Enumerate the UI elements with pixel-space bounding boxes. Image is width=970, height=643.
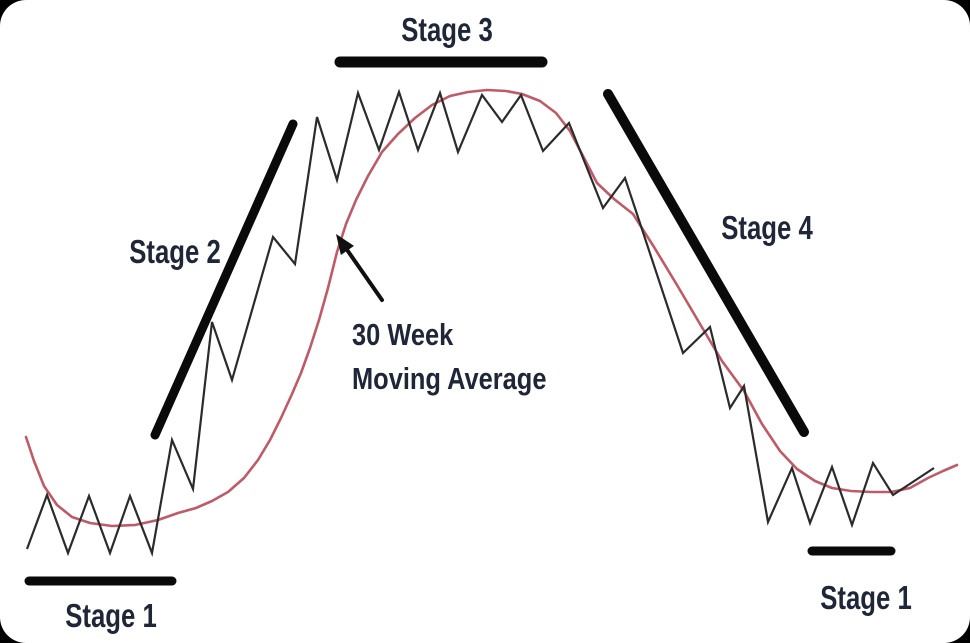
moving-average-label-line2: Moving Average — [352, 361, 547, 396]
arrow-head-icon — [336, 234, 354, 255]
price-line — [25, 88, 935, 558]
moving-average-label-line1: 30 Week — [352, 317, 454, 352]
stage4-label: Stage 4 — [721, 209, 813, 246]
ma-annotation-arrow — [336, 234, 384, 302]
stage1-left-label: Stage 1 — [65, 597, 157, 634]
stage2-bar — [150, 119, 298, 440]
stage4-bar — [603, 89, 809, 437]
stage1-right-label: Stage 1 — [820, 579, 912, 616]
moving-average-line — [24, 88, 959, 528]
arrow-shaft — [343, 245, 384, 302]
stage3-label: Stage 3 — [401, 11, 493, 48]
stage2-label: Stage 2 — [129, 233, 221, 270]
moving-average-label: 30 Week Moving Average — [352, 313, 546, 401]
